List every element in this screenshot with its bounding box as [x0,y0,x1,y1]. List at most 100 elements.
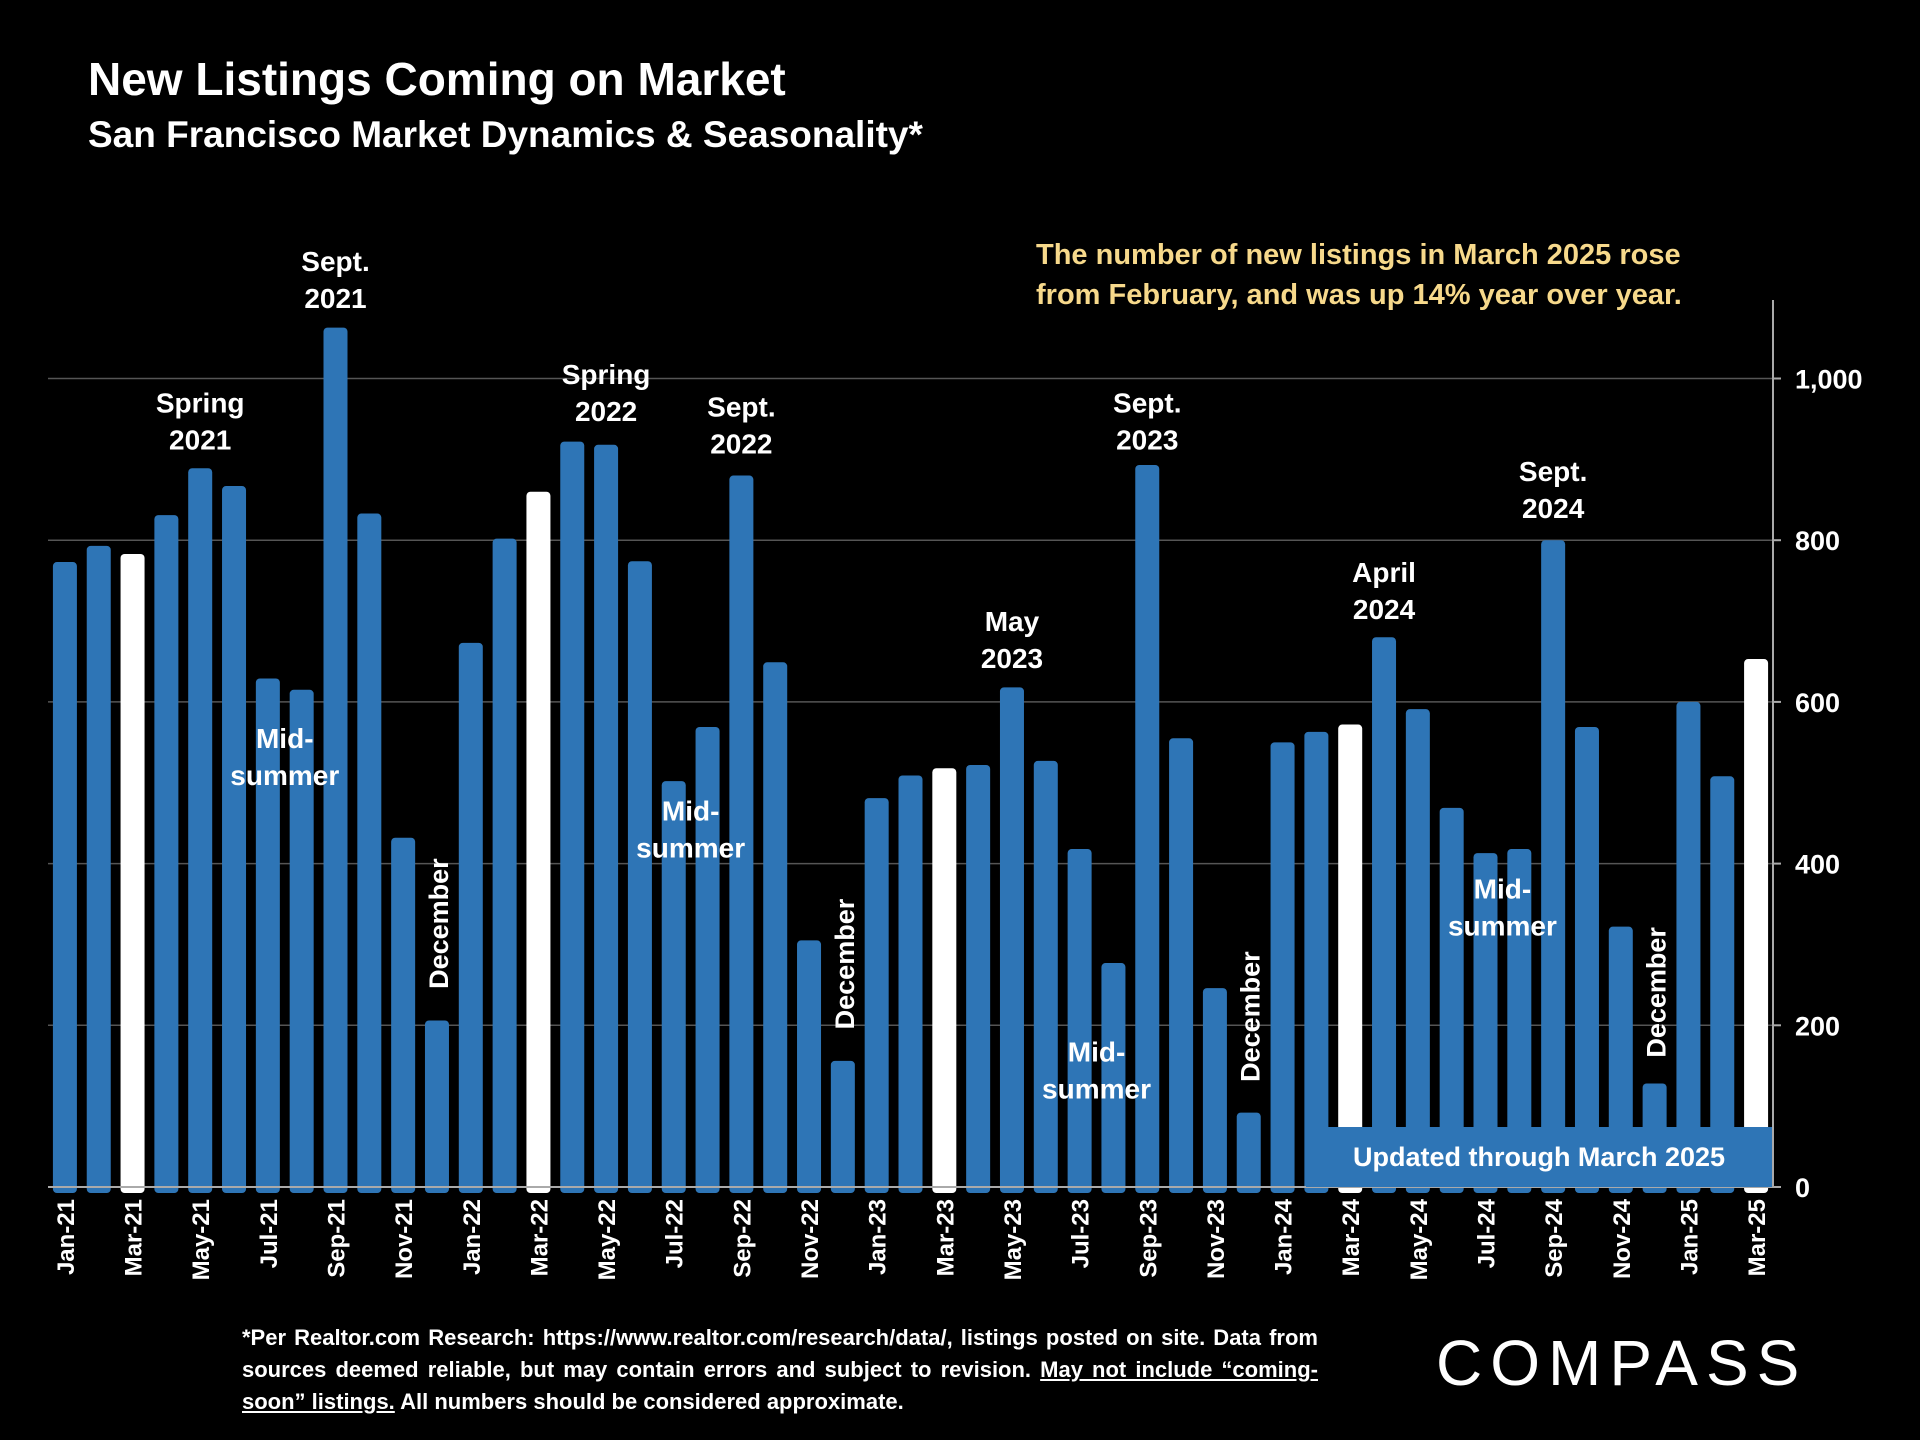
footnote: *Per Realtor.com Research: https://www.r… [242,1322,1318,1418]
bar [966,764,991,1193]
footnote-text: *Per Realtor.com Research: https://www.r… [242,1325,1318,1382]
bar-highlight [1338,724,1363,1193]
footnote-text-end: All numbers should be considered approxi… [394,1389,904,1414]
bar [1473,853,1498,1193]
x-tick-label: Nov-21 [391,1199,418,1279]
bar [594,444,619,1193]
bar-highlight [120,553,145,1193]
bar [357,513,382,1193]
x-tick-label: Nov-23 [1203,1199,1230,1279]
annotation-label: May [985,606,1040,637]
bar [864,798,889,1193]
annotation-label: December [1236,951,1266,1082]
bar [1372,637,1397,1193]
x-tick-label: Nov-22 [797,1199,824,1279]
annotation-label: summer [1042,1074,1151,1105]
bar [323,327,348,1193]
footnote-underlined-text: May not include “coming-soon” listings. [242,1357,1318,1414]
bar [763,662,788,1193]
bar [1676,701,1701,1193]
annotation-label: 2024 [1353,594,1416,625]
updated-badge [1306,1127,1772,1187]
x-tick-label: May-24 [1406,1198,1433,1280]
bar [898,775,923,1193]
bar [560,441,585,1193]
x-tick-label: Sep-23 [1135,1199,1162,1278]
x-tick-label: Jan-22 [459,1199,486,1275]
x-tick-label: Jul-22 [662,1199,689,1268]
bar [458,642,483,1193]
bar [830,1060,855,1193]
annotation-label: 2023 [981,643,1043,674]
x-tick-label: Mar-24 [1338,1198,1365,1276]
bar [1304,731,1329,1193]
x-tick-label: Jul-21 [256,1199,283,1268]
x-tick-label: Jul-23 [1068,1199,1095,1268]
bar [627,561,652,1193]
y-tick-label: 1,000 [1795,365,1863,395]
y-tick-label: 400 [1795,850,1840,880]
bar-highlight [526,491,551,1193]
annotation-label: 2024 [1522,493,1585,524]
bar [1033,760,1058,1193]
x-tick-label: Sep-24 [1541,1198,1568,1277]
bar [1541,540,1566,1193]
annotation-label: summer [230,760,339,791]
bar [289,689,314,1193]
annotation-label: Sept. [1519,456,1587,487]
x-tick-label: Jul-24 [1474,1198,1501,1268]
bar [52,562,77,1193]
bar [1202,988,1227,1193]
annotation-label: Mid- [662,796,720,827]
bar [1236,1112,1261,1193]
annotation-label: Mid- [1474,873,1532,904]
annotation-label: summer [1448,910,1557,941]
bar [1608,926,1633,1193]
x-tick-label: Sep-22 [729,1199,756,1278]
x-tick-label: Sep-21 [324,1199,351,1278]
callout-text: The number of new listings in March 2025… [1036,239,1681,271]
annotation-label: Mid- [256,723,314,754]
bar [424,1020,449,1193]
x-tick-label: May-22 [594,1199,621,1280]
annotation-label: 2021 [304,283,366,314]
bar [1067,849,1092,1193]
annotation-label: 2022 [710,428,772,459]
bar-highlight [932,768,957,1193]
bar [1135,465,1160,1193]
annotation-label: December [830,898,860,1029]
bar [391,837,416,1193]
bar [86,545,111,1193]
x-tick-label: Mar-22 [526,1199,553,1276]
bar [492,538,517,1193]
annotation-label: December [1642,927,1672,1058]
annotation-label: Mid- [1068,1037,1126,1068]
bar [797,940,822,1193]
x-tick-label: Jan-23 [865,1199,892,1275]
annotation-label: summer [636,833,745,864]
bar [222,486,247,1193]
x-tick-label: Jan-24 [1271,1198,1298,1275]
bar-highlight [1744,659,1769,1193]
annotation-label: April [1352,557,1416,588]
compass-logo: COMPASS [1436,1327,1808,1399]
bar [1270,742,1295,1193]
annotation-label: 2021 [169,424,231,455]
x-tick-label: Mar-23 [932,1199,959,1276]
x-tick-label: May-23 [1000,1199,1027,1280]
bar [1710,776,1735,1193]
bar [661,781,686,1193]
bar [999,687,1024,1193]
bar [1507,849,1532,1193]
bar [1101,963,1126,1193]
bar [1439,807,1464,1193]
y-tick-label: 600 [1795,688,1840,718]
annotation-label: Spring [562,359,651,390]
bar [695,726,720,1193]
bar [1574,726,1599,1193]
y-tick-label: 0 [1795,1173,1810,1203]
bar [1169,738,1194,1193]
callout-text: from February, and was up 14% year over … [1036,279,1682,311]
x-tick-label: Mar-21 [121,1199,148,1276]
